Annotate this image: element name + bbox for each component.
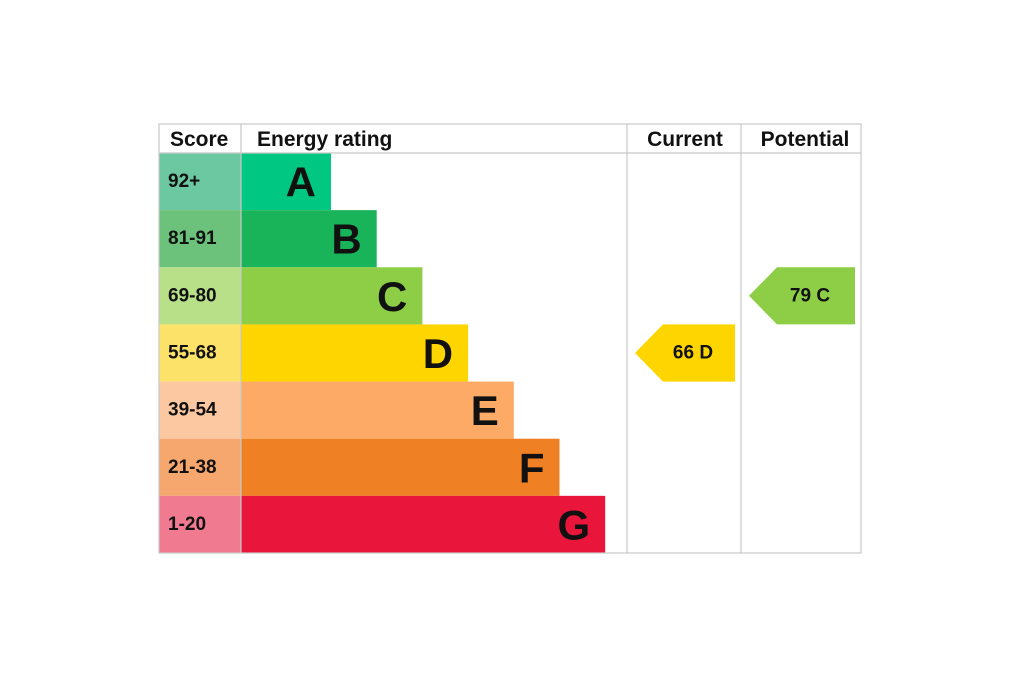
current-header: Current <box>647 128 723 151</box>
current-rating-label: 66 D <box>673 343 713 364</box>
score-cell-c <box>159 267 241 325</box>
score-header: Score <box>170 128 228 151</box>
score-label-b: 81-91 <box>168 228 217 249</box>
score-label-d: 55-68 <box>168 342 217 363</box>
rating-letter-a: A <box>286 159 316 206</box>
rating-bar-d <box>241 324 469 382</box>
rating-letter-g: G <box>558 501 591 548</box>
rating-bar-b <box>241 210 377 268</box>
potential-header: Potential <box>761 128 850 151</box>
score-label-f: 21-38 <box>168 457 217 478</box>
score-cell-e <box>159 381 241 439</box>
potential-rating-label: 79 C <box>790 285 830 306</box>
rating-bar-a <box>241 153 331 211</box>
rating-bar-e <box>241 381 514 439</box>
energy-rating-header: Energy rating <box>257 128 392 151</box>
score-cell-f <box>159 438 241 496</box>
score-label-g: 1-20 <box>168 514 206 535</box>
rating-bar-c <box>241 267 423 325</box>
score-cell-d <box>159 324 241 382</box>
score-label-a: 92+ <box>168 171 200 192</box>
table-border <box>158 123 862 554</box>
rating-bar-g <box>241 495 606 553</box>
rating-letter-e: E <box>471 387 499 434</box>
rating-letter-f: F <box>519 444 545 491</box>
score-label-e: 39-54 <box>168 400 217 421</box>
potential-arrow-shape <box>749 267 855 325</box>
grid-layer <box>158 123 862 554</box>
rating-letter-c: C <box>377 273 407 320</box>
score-cell-a <box>159 153 241 211</box>
score-label-c: 69-80 <box>168 285 217 306</box>
current-arrow-shape <box>635 324 735 382</box>
potential-rating-arrow: 79 C <box>749 267 855 325</box>
score-cell-g <box>159 495 241 553</box>
rating-bar-f <box>241 438 560 496</box>
bands-layer: 92+ A 81-91 B 69-80 C 55-68 D 39-54 E 21-38 F 1-20 G <box>159 153 606 553</box>
current-rating-arrow: 66 D <box>635 324 735 382</box>
rating-letter-d: D <box>423 330 453 377</box>
score-cell-b <box>159 210 241 268</box>
rating-letter-b: B <box>331 216 361 263</box>
